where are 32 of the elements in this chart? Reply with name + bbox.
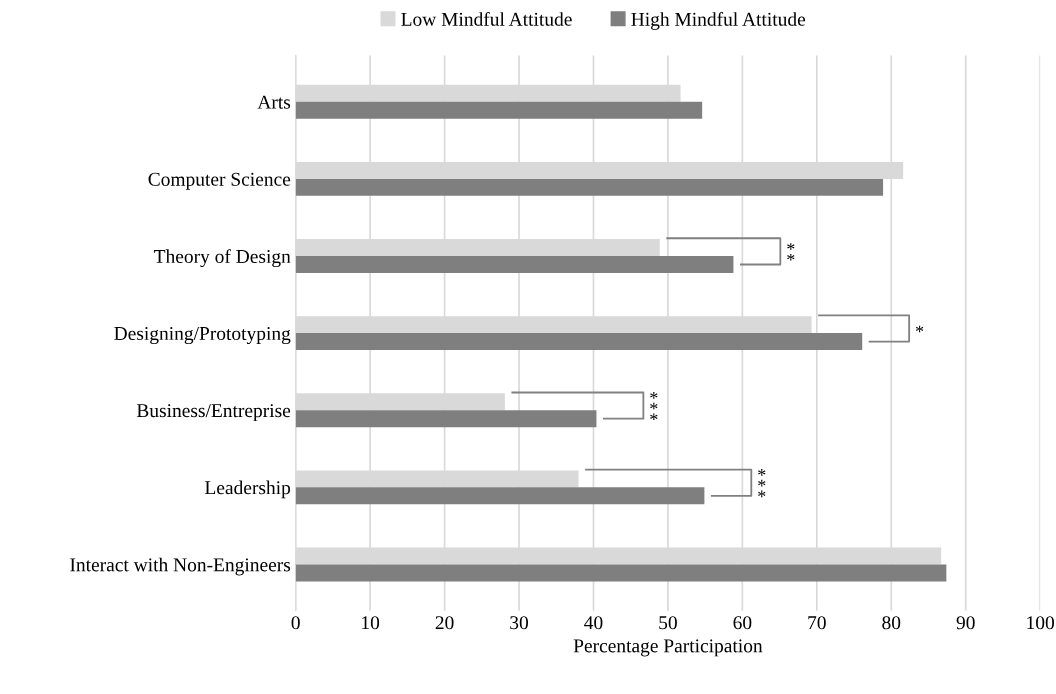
bar	[295, 101, 703, 119]
y-tick-label: Leadership	[205, 480, 291, 499]
annotation: **	[787, 243, 795, 261]
bar	[295, 178, 884, 196]
annotation: ***	[758, 469, 766, 498]
y-tick-label: Business/Entreprise	[136, 404, 291, 422]
x-tick-label: 30	[510, 616, 528, 630]
annotation: ***	[650, 392, 658, 421]
x-tick-label: 0	[291, 616, 300, 630]
x-tick-label: 50	[659, 616, 677, 630]
bar	[295, 256, 734, 273]
y-tick-label: Theory of Design	[154, 249, 291, 268]
annotation: *	[915, 325, 924, 333]
x-tick-label: 80	[882, 616, 901, 630]
x-tick-label: 60	[733, 616, 752, 630]
y-tick-label: Computer Science	[148, 172, 291, 190]
bar	[295, 564, 947, 582]
y-tick-label: Arts	[257, 95, 291, 109]
bar	[295, 410, 597, 428]
x-axis-title: Percentage Participation	[573, 639, 763, 657]
bar	[295, 333, 863, 351]
y-tick-label: Interact with Non-Engineers	[70, 557, 291, 576]
x-tick-label: 20	[435, 616, 454, 630]
x-tick-label: 100	[1027, 616, 1054, 630]
x-tick-label: 70	[808, 616, 826, 630]
x-tick-label: 90	[956, 616, 975, 630]
x-tick-label: 10	[362, 616, 380, 630]
legend-label: Low Mindful Attitude	[401, 11, 572, 26]
legend-label: High Mindful Attitude	[631, 11, 806, 30]
y-tick-label: Designing/Prototyping	[114, 326, 291, 345]
bar	[295, 487, 705, 505]
x-tick-label: 40	[584, 616, 603, 630]
